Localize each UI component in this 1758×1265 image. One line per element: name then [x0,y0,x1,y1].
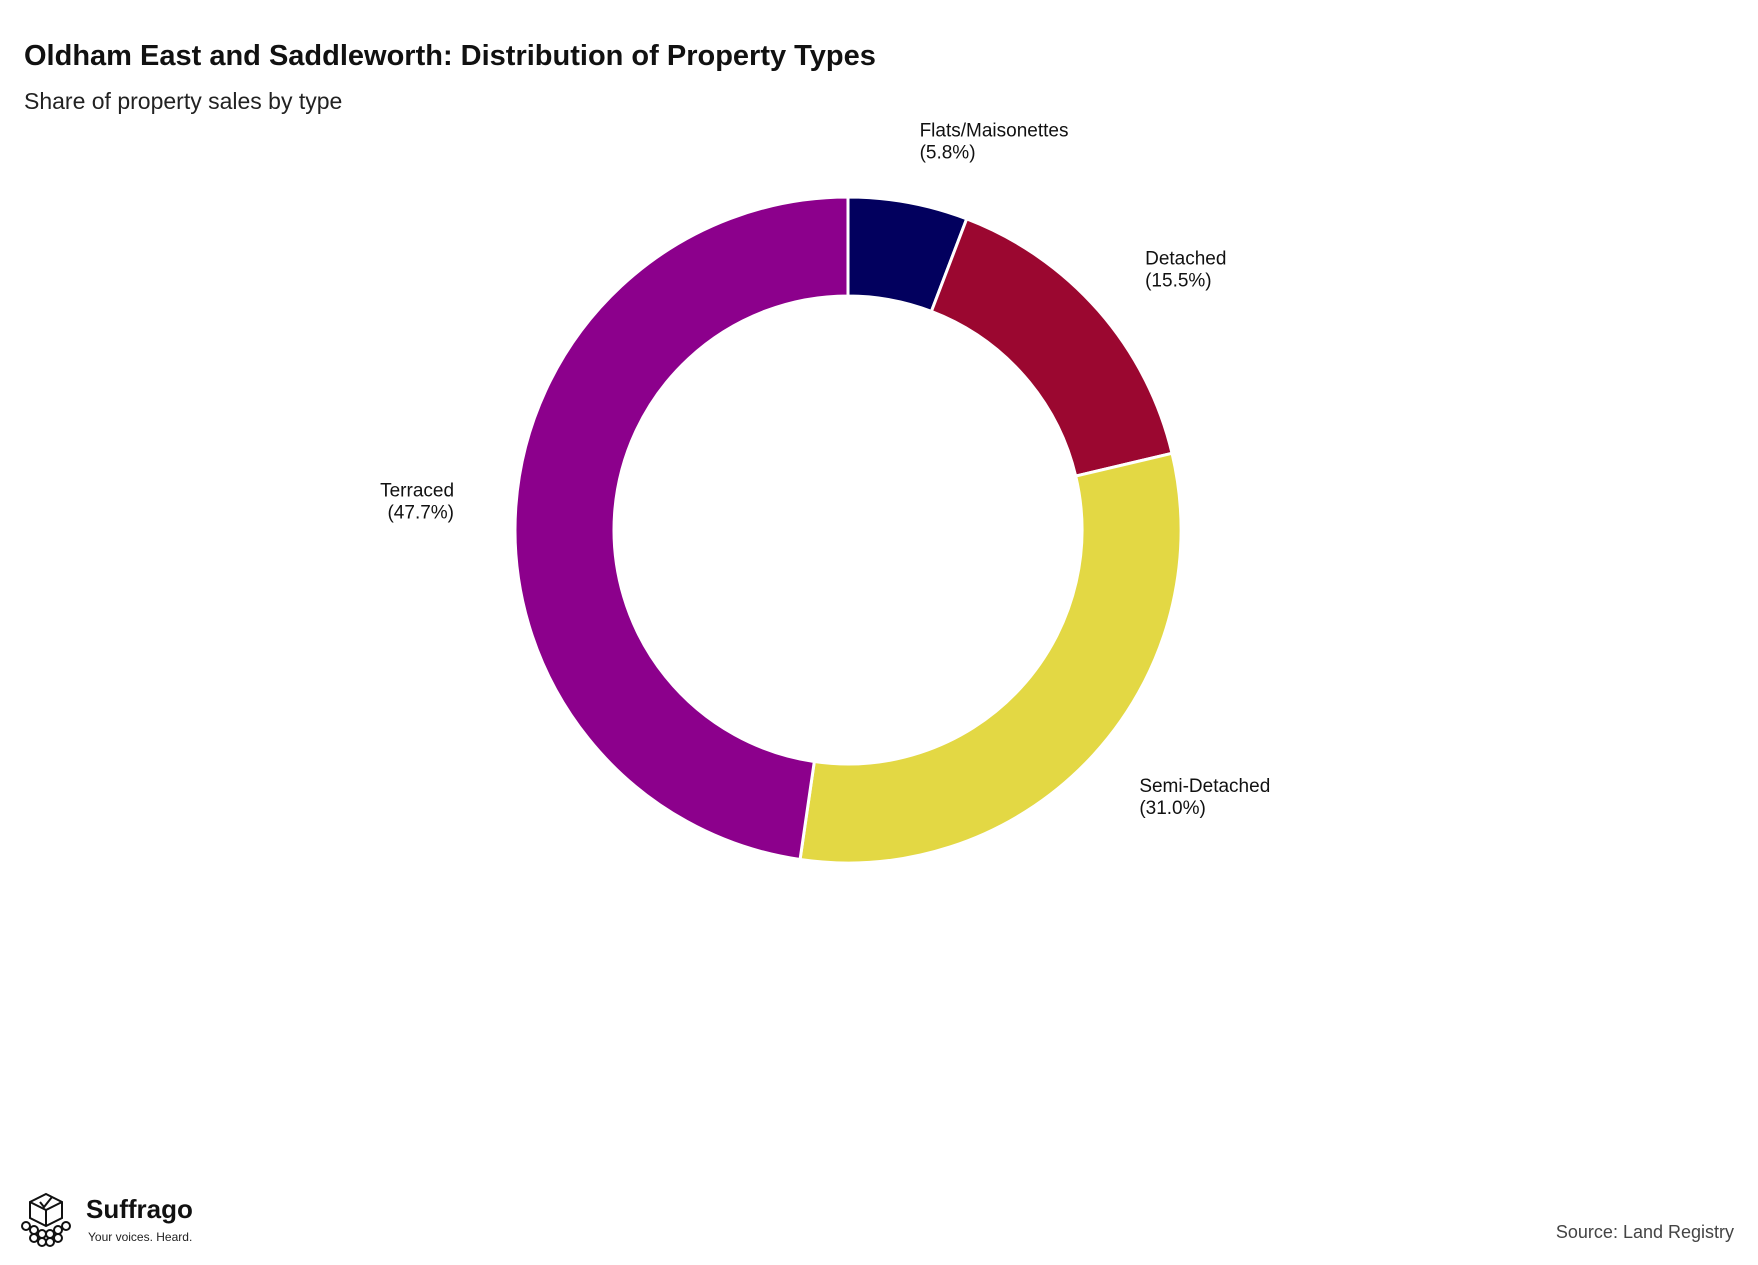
slice-label-flats-maisonettes: Flats/Maisonettes (5.8%) [920,121,1069,164]
slice-label-semi-detached: Semi-Detached (31.0%) [1139,776,1270,819]
donut-slice-detached [929,216,1174,478]
donut-slices [513,195,1183,865]
brand-name: Suffrago [86,1194,193,1224]
slice-labels: Flats/Maisonettes (5.8%) Detached (15.5%) Se… [380,121,1270,819]
donut-slice-terraced [513,195,850,862]
ballot-box-icon [21,1192,71,1247]
chart-subtitle: Share of property sales by type [24,88,343,114]
brand-tagline: Your voices. Heard. [88,1230,193,1244]
donut-slice-semi-detached [798,451,1183,865]
slice-label-detached: Detached (15.5%) [1145,249,1226,292]
slice-label-terraced: Terraced (47.7%) [380,480,454,523]
source-note: Source: Land Registry [1555,1222,1734,1242]
chart-title: Oldham East and Saddleworth: Distributio… [24,40,876,72]
